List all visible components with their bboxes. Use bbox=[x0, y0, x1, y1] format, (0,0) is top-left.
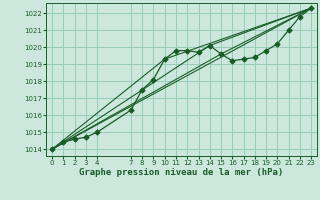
X-axis label: Graphe pression niveau de la mer (hPa): Graphe pression niveau de la mer (hPa) bbox=[79, 168, 284, 177]
